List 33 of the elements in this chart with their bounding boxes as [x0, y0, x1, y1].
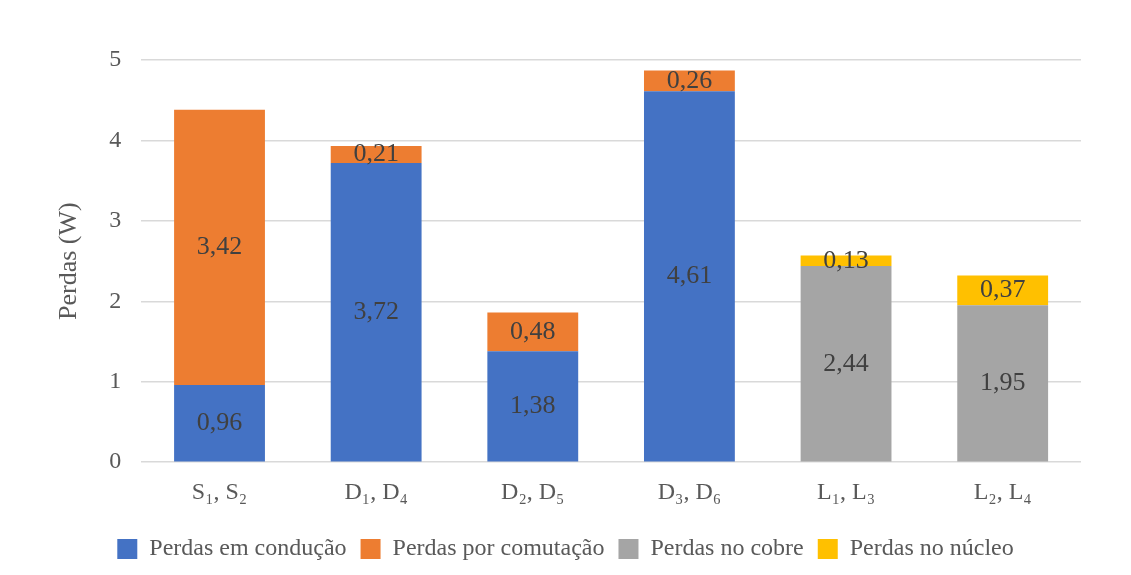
- legend-label: Perdas em condução: [149, 534, 347, 561]
- x-tick-label: D₃, D₆: [657, 477, 722, 504]
- data-label: 0,26: [666, 64, 713, 94]
- x-tick-label: D₁, D₄: [344, 477, 408, 504]
- bar: [174, 384, 265, 462]
- y-tick-label: 1: [109, 367, 122, 394]
- data-label: 0,21: [353, 138, 399, 168]
- y-tick-label: 0: [109, 447, 122, 474]
- bar: [174, 109, 265, 385]
- x-tick-label: D₂, D₅: [501, 477, 565, 504]
- legend-label: Perdas no cobre: [650, 534, 804, 561]
- data-label: 3,42: [196, 231, 243, 261]
- data-label: 1,95: [979, 367, 1026, 397]
- x-tick-label: L₂, L₄: [973, 477, 1032, 504]
- data-label: 0,37: [979, 274, 1026, 304]
- legend-label: Perdas no núcleo: [849, 534, 1014, 561]
- y-axis-title: Perdas (W): [53, 202, 83, 320]
- bar: [643, 91, 735, 462]
- data-label: 2,44: [823, 347, 869, 377]
- y-tick-label: 2: [109, 286, 122, 313]
- data-label: 1,38: [510, 390, 556, 420]
- data-label: 4,61: [666, 260, 713, 290]
- data-label: 0,48: [510, 315, 556, 345]
- bar: [487, 351, 579, 462]
- data-label: 0,96: [196, 407, 243, 437]
- legend-label: Perdas por comutação: [392, 534, 605, 561]
- bar: [957, 305, 1049, 462]
- x-tick-label: S₁, S₂: [191, 477, 248, 504]
- data-label: 3,72: [353, 296, 399, 326]
- y-tick-label: 4: [109, 125, 122, 152]
- y-tick-label: 5: [109, 45, 122, 72]
- x-tick-label: L₁, L₃: [817, 477, 876, 504]
- y-tick-label: 3: [109, 206, 122, 233]
